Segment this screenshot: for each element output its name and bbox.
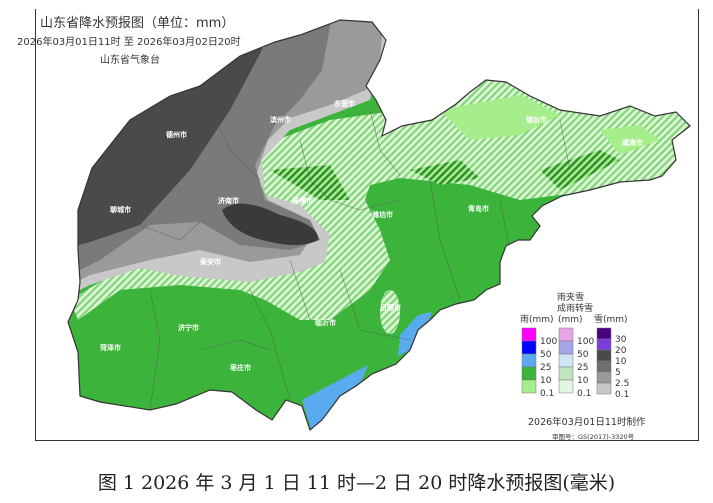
legend-tick-snow: 2.5	[615, 379, 629, 389]
legend-tick-rain: 25	[540, 363, 551, 373]
city-label: 青岛市	[468, 204, 489, 213]
city-label: 烟台市	[526, 115, 547, 124]
legend-swatch-snow	[596, 338, 612, 351]
legend-tick-mixed: 25	[577, 363, 588, 373]
legend-tick-mixed: 50	[577, 350, 589, 360]
legend-tick-rain: 50	[540, 350, 552, 360]
legend-tick-snow: 10	[615, 357, 627, 367]
legend-mixed-title-1: 雨夹雪	[557, 291, 584, 303]
mixed-0-10-area	[380, 290, 400, 334]
city-label: 滨州市	[270, 115, 291, 124]
city-label: 潍坊市	[372, 210, 393, 219]
city-labels: 德州市 聊城市 济南市 泰安市 滨州市 东营市 淄博市 潍坊市 青岛市 烟台市 …	[100, 99, 643, 372]
city-label: 淄博市	[292, 196, 313, 205]
rain-0-10-area	[600, 125, 660, 155]
city-label: 济宁市	[178, 323, 199, 332]
rain-0-10-area	[440, 95, 560, 140]
legend-swatch-rain	[521, 366, 537, 381]
legend-swatch-snow	[596, 360, 612, 373]
map-frame	[35, 9, 699, 441]
city-label: 临沂市	[315, 318, 336, 327]
legend-swatch-snow	[596, 327, 612, 340]
legend-rain-title: 雨(mm)	[520, 314, 554, 325]
mixed-0-10-area	[70, 80, 690, 320]
forecast-period: 2026年03月01日11时 至 2026年03月02日20时	[17, 37, 241, 48]
city-label: 枣庄市	[229, 363, 251, 372]
city-label: 聊城市	[110, 205, 131, 214]
mixed-10-25-area	[410, 160, 480, 185]
legend-swatch-rain	[521, 340, 537, 355]
legend-tick-rain: 0.1	[540, 389, 554, 399]
legend-review-number: 审图号：GS(2017)-3320号	[552, 432, 635, 441]
mixed-10-25-area	[270, 165, 350, 200]
legend-swatch-mixed	[558, 353, 574, 368]
legend-swatch-snow	[596, 382, 612, 395]
figure-caption: 图 1 2026 年 3 月 1 日 11 时—2 日 20 时降水预报图(毫米…	[97, 472, 616, 494]
snow-20-30-area	[222, 203, 319, 245]
rain-25-50-area	[302, 365, 368, 430]
legend-tick-mixed: 10	[577, 376, 589, 386]
issuing-agency: 山东省气象台	[100, 55, 160, 66]
legend-tick-snow: 5	[615, 368, 621, 378]
legend-swatch-mixed	[558, 340, 574, 355]
city-label: 威海市	[622, 138, 643, 147]
legend-tick-snow: 0.1	[615, 390, 629, 400]
legend-tick-rain: 100	[540, 337, 557, 347]
legend-tick-rain: 10	[540, 376, 552, 386]
legend: 雨(mm) 雨夹雪 成雨转雪 (mm) 雪(mm) 100 50 25 10 0.1 10…	[520, 291, 646, 441]
mixed-10-25-area	[540, 150, 620, 190]
legend-tick-snow: 30	[615, 335, 627, 345]
city-borders	[139, 85, 571, 411]
rain-25-50-area	[398, 312, 432, 356]
legend-made-time: 2026年03月01日11时制作	[528, 416, 646, 428]
legend-swatch-snow	[596, 371, 612, 384]
legend-tick-mixed: 100	[577, 337, 594, 347]
city-label: 菏泽市	[100, 343, 121, 352]
legend-swatch-mixed	[558, 366, 574, 381]
legend-swatch-mixed	[558, 379, 574, 394]
legend-swatch-rain	[521, 327, 537, 342]
legend-snow-title: 雪(mm)	[594, 314, 628, 325]
legend-swatch-rain	[521, 379, 537, 394]
city-label: 东营市	[334, 99, 355, 108]
city-label: 德州市	[166, 130, 187, 139]
legend-mixed-unit: (mm)	[558, 315, 583, 325]
legend-tick-mixed: 0.1	[577, 389, 591, 399]
legend-tick-snow: 20	[615, 346, 627, 356]
city-label: 济南市	[218, 196, 239, 205]
legend-mixed-title-2: 成雨转雪	[557, 302, 593, 314]
legend-swatch-rain	[521, 353, 537, 368]
city-label: 泰安市	[199, 257, 221, 266]
legend-swatch-snow	[596, 349, 612, 362]
map-title: 山东省降水预报图（单位：mm）	[40, 16, 235, 31]
city-label: 日照市	[380, 303, 401, 312]
legend-swatch-mixed	[558, 327, 574, 342]
